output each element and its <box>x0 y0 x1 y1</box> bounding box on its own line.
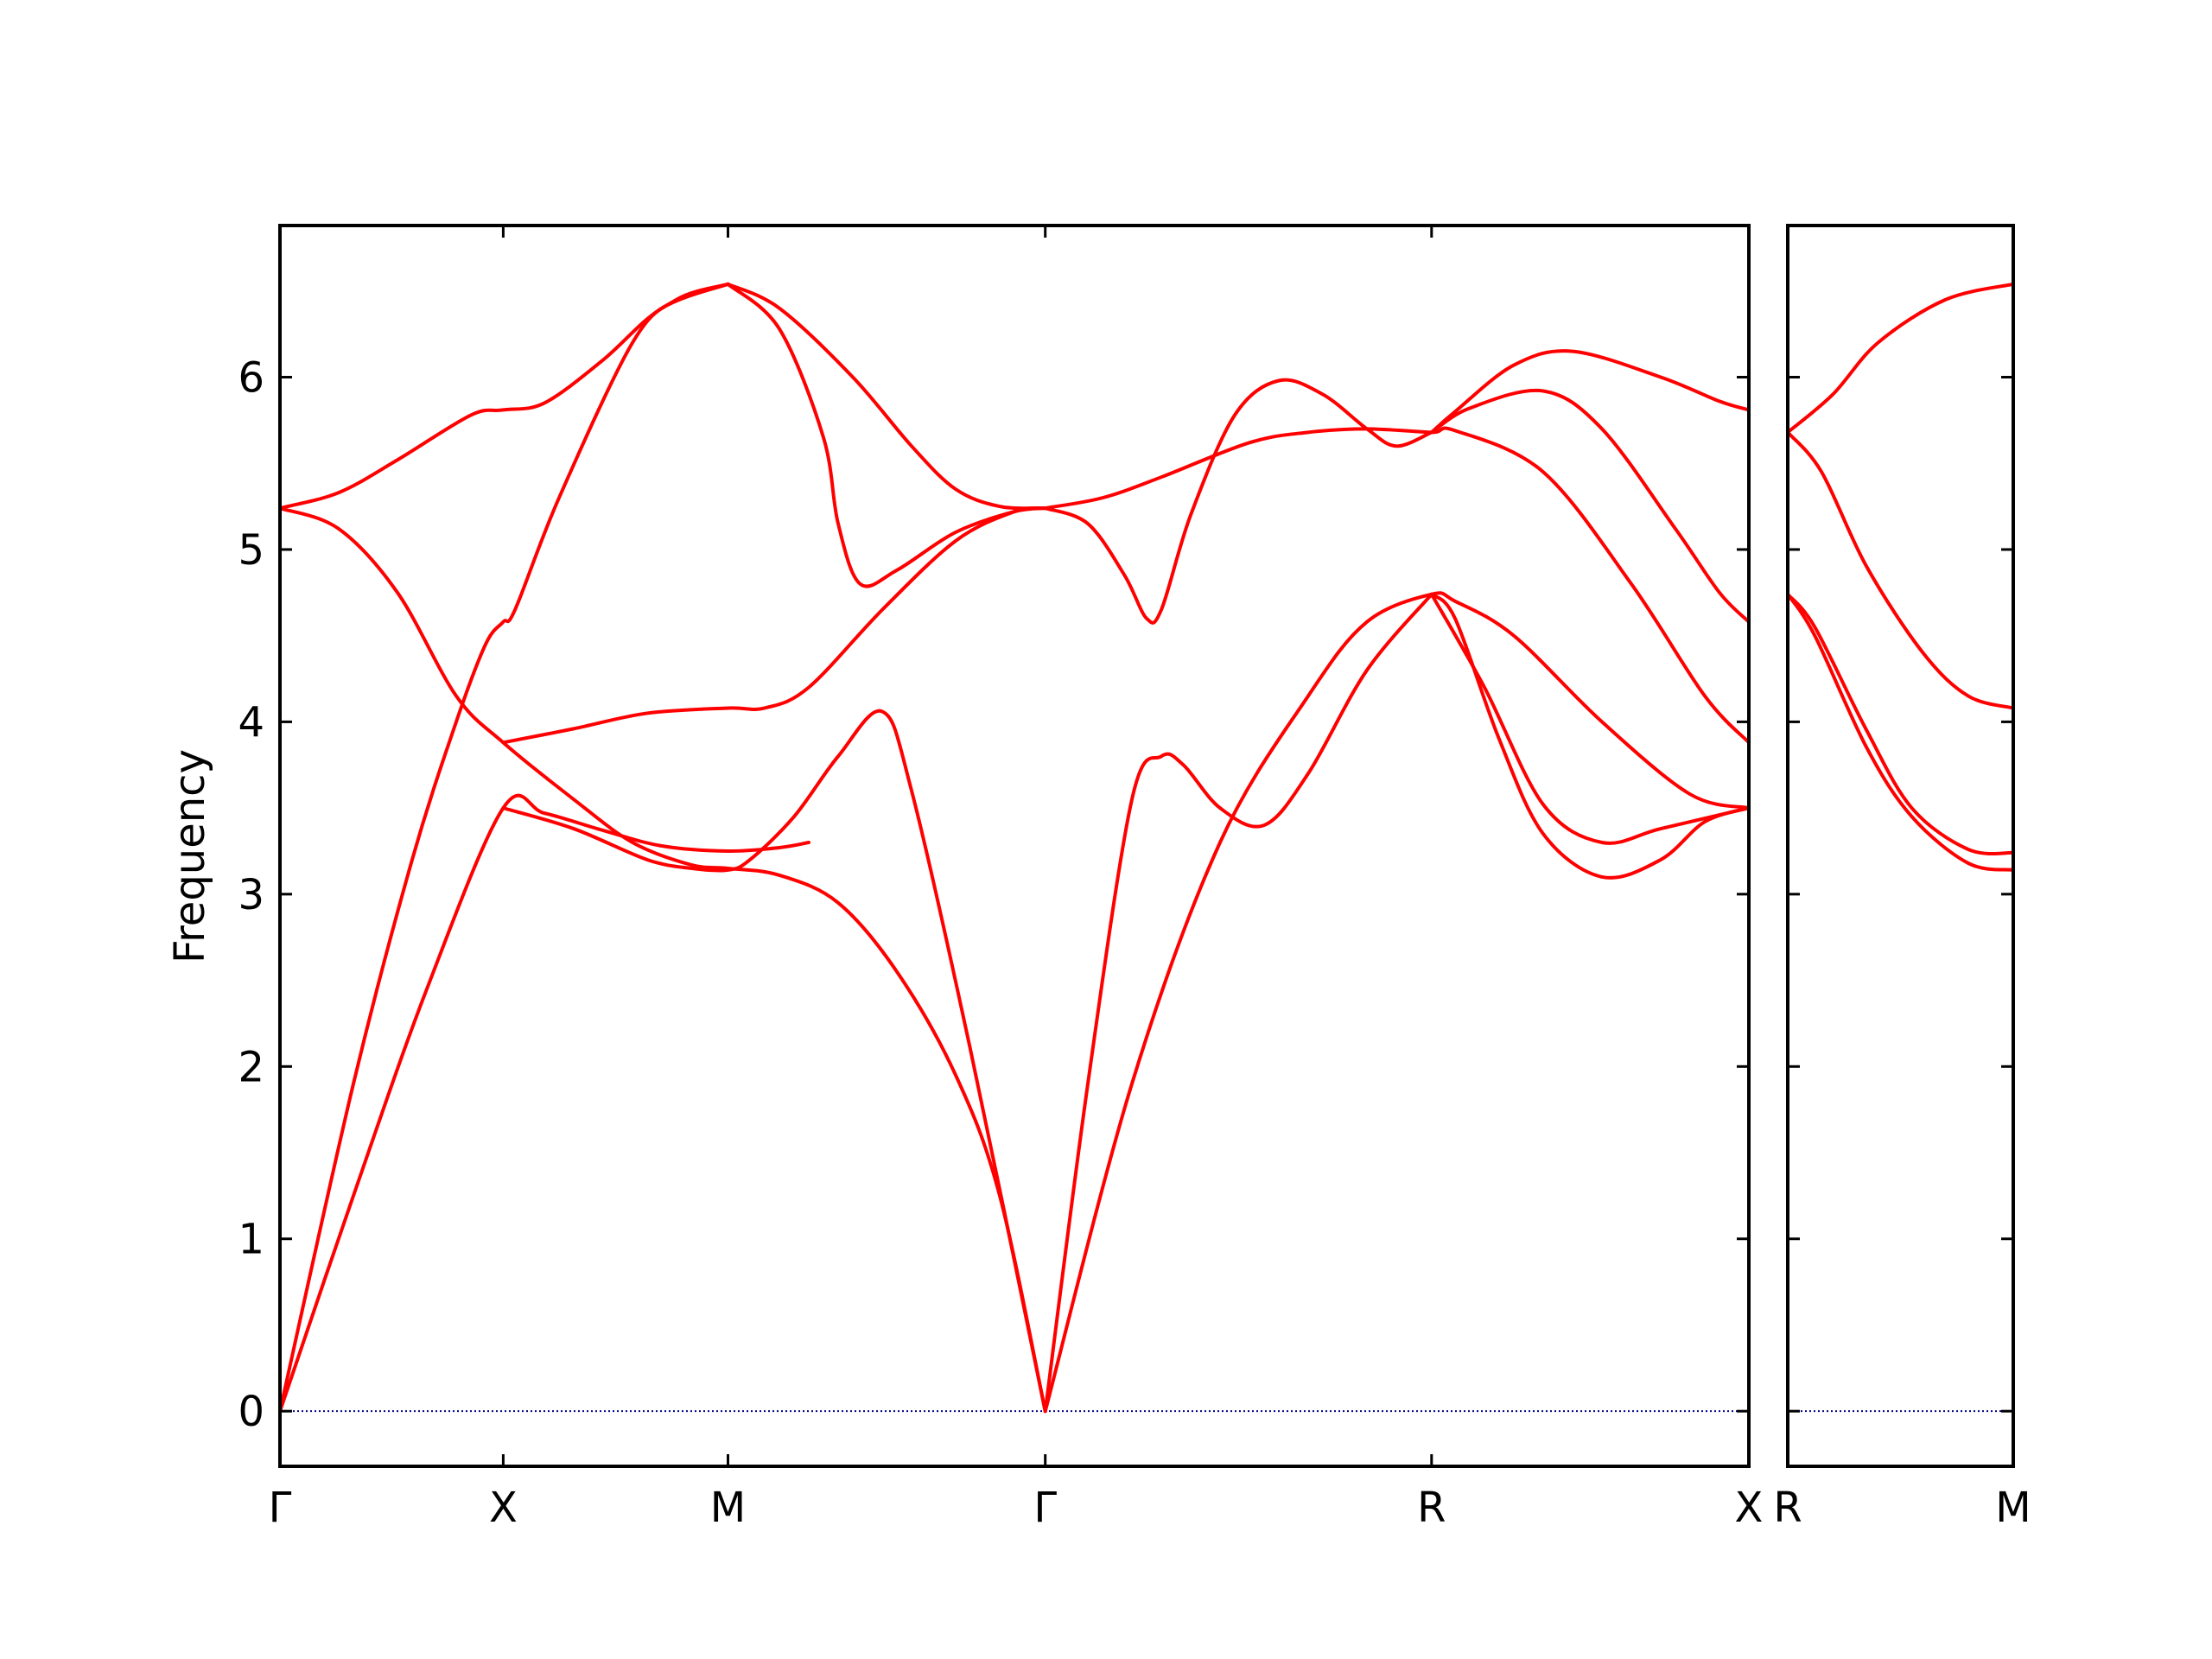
band-curve <box>1429 592 1749 880</box>
x-tick-label: M <box>1995 1484 2031 1532</box>
y-tick-label: 5 <box>238 526 264 575</box>
band-curve <box>1043 591 1749 1414</box>
band-curve <box>1429 388 1749 624</box>
band-curve <box>280 282 730 511</box>
band-curve <box>1788 282 2013 435</box>
x-tick-label: Γ <box>269 1484 292 1532</box>
band-curve <box>501 709 1047 1414</box>
axis-ticks-main: 0 1 2 3 4 5 6 Γ X M Γ R X <box>238 226 1763 1532</box>
band-curve <box>1043 592 1433 1414</box>
y-tick-label: 2 <box>238 1043 264 1091</box>
band-curve <box>501 505 1047 745</box>
y-axis-label: Frequency <box>166 749 214 963</box>
band-curve <box>726 282 1047 588</box>
y-tick-label: 6 <box>238 354 264 403</box>
y-tick-label: 3 <box>238 871 264 919</box>
x-tick-label: R <box>1773 1484 1802 1532</box>
panel-main: 0 1 2 3 4 5 6 Γ X M Γ R X <box>238 224 1763 1532</box>
plot-frame-main <box>278 224 1751 1468</box>
plot-frame-side <box>1786 224 2015 1468</box>
y-tick-label: 4 <box>238 698 264 747</box>
band-curve <box>280 793 810 1414</box>
band-curve <box>1043 378 1433 625</box>
plot-area-main <box>280 282 1749 1414</box>
band-curve <box>280 506 1047 1414</box>
band-curve <box>726 282 1047 511</box>
plot-area-side <box>1788 282 2013 1413</box>
y-tick-label: 0 <box>238 1388 264 1436</box>
band-curve <box>1429 592 1749 845</box>
x-tick-label: X <box>489 1484 518 1532</box>
band-curve <box>1788 592 2013 872</box>
x-tick-label: Γ <box>1033 1484 1057 1532</box>
band-curve <box>280 282 730 1414</box>
x-tick-label: R <box>1417 1484 1446 1532</box>
x-tick-label: X <box>1735 1484 1764 1532</box>
x-tick-label: M <box>710 1484 746 1532</box>
band-curve <box>1043 426 1749 745</box>
band-curve <box>1788 592 2013 855</box>
band-curve <box>1788 430 2013 710</box>
y-tick-label: 1 <box>238 1216 264 1264</box>
band-curve <box>1429 349 1749 435</box>
